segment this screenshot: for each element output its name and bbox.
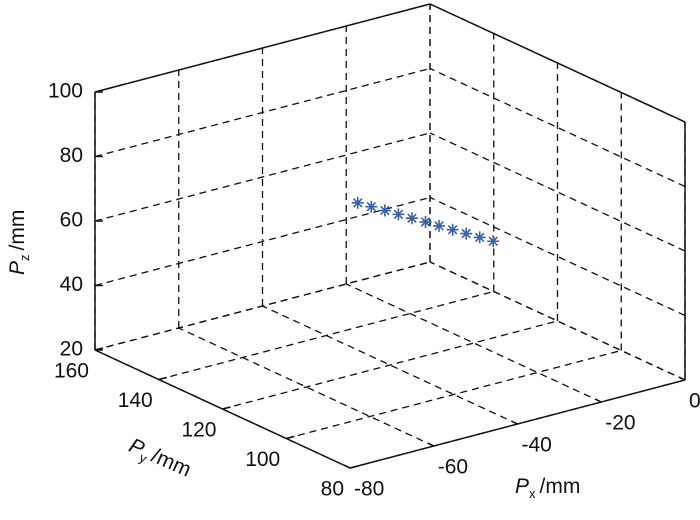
y-tick-label: 100 [245, 448, 280, 471]
grid-line [94, 261, 431, 351]
data-point [433, 219, 446, 232]
x-tick-label: -20 [605, 412, 635, 435]
z-tick-label: 40 [60, 273, 83, 296]
y-tick-label: 80 [321, 478, 344, 501]
tick [427, 442, 435, 447]
grid-line [429, 67, 686, 188]
x-tick-label: -40 [522, 434, 552, 457]
data-point [446, 223, 459, 236]
grid-line [222, 320, 558, 410]
x-tick-label: -60 [438, 456, 468, 479]
grid-line [429, 261, 686, 381]
z-axis-label: Pz/mm [6, 210, 33, 275]
z-label-unit: /mm [6, 210, 29, 251]
z-tick-label: 20 [60, 338, 83, 361]
data-point [378, 204, 391, 217]
z-tick-label: 80 [60, 144, 83, 167]
grid-line [94, 196, 431, 287]
tick [343, 464, 351, 469]
tick [222, 406, 231, 410]
grid-line [94, 132, 431, 222]
axis-line [429, 3, 686, 123]
x-label-unit: /mm [540, 475, 581, 498]
x-tick-label: -80 [354, 478, 384, 501]
data-point [365, 200, 378, 213]
z-label-symbol: P [6, 261, 29, 275]
data-point [392, 208, 405, 221]
z-tick-label: 100 [48, 80, 83, 103]
y-tick-label: 140 [118, 389, 153, 412]
tick [286, 435, 295, 440]
tick [349, 465, 359, 469]
z-tick-label: 60 [60, 209, 83, 232]
x-axis-label: Px/mm [515, 475, 580, 502]
grid-line [286, 349, 622, 440]
z-label-subscript: z [17, 254, 32, 261]
data-point [419, 216, 432, 229]
grid-line [262, 305, 518, 425]
data-point [460, 227, 473, 240]
grid-line [94, 67, 431, 158]
grid-line [429, 132, 686, 252]
grid-line [345, 283, 602, 403]
x-tick-label: 0 [689, 390, 700, 413]
data-point [405, 212, 418, 225]
data-point [473, 231, 486, 244]
grid-line [429, 196, 686, 317]
axis-line [94, 3, 431, 93]
tick [511, 420, 518, 425]
data-point [351, 196, 364, 209]
x-label-symbol: P [515, 475, 529, 498]
y-label-unit: /mm [148, 444, 195, 482]
tick [158, 376, 167, 381]
tick [678, 376, 686, 381]
x-label-subscript: x [529, 486, 536, 501]
data-point [487, 235, 500, 248]
grid-line [158, 290, 494, 381]
grid-line [178, 327, 435, 447]
y-tick-label: 160 [54, 360, 89, 383]
tick [94, 347, 104, 351]
y-tick-label: 120 [181, 419, 216, 442]
tick [594, 398, 602, 403]
